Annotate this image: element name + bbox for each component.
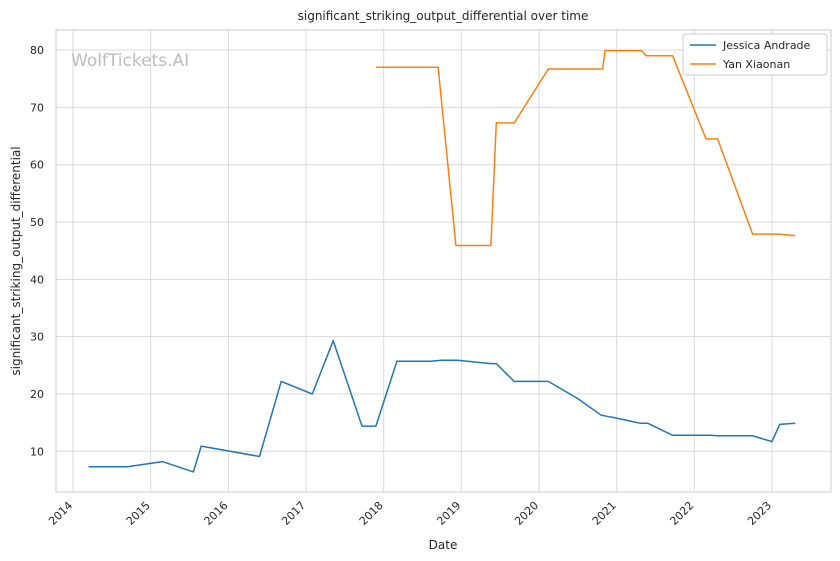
y-tick-label: 10 (30, 445, 44, 458)
legend: Jessica Andrade Yan Xiaonan (682, 33, 828, 76)
grid-lines (56, 30, 831, 492)
y-axis-label: significant_striking_output_differential (9, 146, 23, 375)
x-tick-label: 2022 (667, 499, 696, 528)
y-axis-ticks: 10 20 30 40 50 60 70 80 (30, 44, 44, 458)
y-tick-label: 80 (30, 44, 44, 57)
legend-label-jessica-andrade: Jessica Andrade (722, 39, 811, 52)
x-axis-ticks: 2014 2015 2016 2017 2018 2019 2020 2021 2022 2023 (46, 499, 774, 528)
watermark-text: WolfTickets.AI (71, 51, 189, 71)
x-tick-label: 2017 (279, 499, 308, 528)
plot-area (55, 29, 832, 493)
x-tick-label: 2020 (512, 499, 541, 528)
x-tick-label: 2015 (124, 499, 153, 528)
series-line-jessica-andrade (88, 339, 796, 473)
x-tick-label: 2021 (590, 499, 619, 528)
x-tick-label: 2014 (46, 499, 75, 528)
series-line-yan-xiaonan (375, 49, 796, 247)
y-tick-label: 20 (30, 388, 44, 401)
chart-title: significant_striking_output_differential… (298, 9, 589, 23)
x-tick-label: 2016 (202, 499, 231, 528)
x-axis-label: Date (429, 538, 458, 552)
x-tick-label: 2019 (434, 499, 463, 528)
y-tick-label: 70 (30, 101, 44, 114)
y-tick-label: 40 (30, 273, 44, 286)
x-tick-label: 2023 (745, 499, 774, 528)
legend-box (682, 33, 828, 76)
legend-label-yan-xiaonan: Yan Xiaonan (722, 58, 790, 71)
x-tick-label: 2018 (357, 499, 386, 528)
y-tick-label: 50 (30, 216, 44, 229)
y-tick-label: 60 (30, 159, 44, 172)
series-lines (88, 49, 796, 473)
y-tick-label: 30 (30, 331, 44, 344)
